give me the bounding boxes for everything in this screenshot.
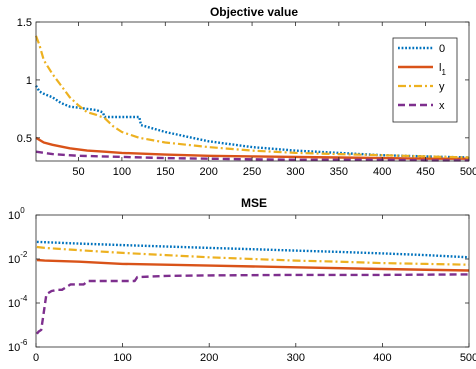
series-line-objective-0 <box>34 85 470 159</box>
objective-value-panel: Objective value 50 100 150 200 250 300 350 400 4… <box>17 5 476 178</box>
x-tick-label: 300 <box>287 352 305 364</box>
legend: 0 l1 yx <box>392 37 458 123</box>
x-tick-label: 50 <box>72 166 84 178</box>
x-tick-label: 200 <box>200 352 218 364</box>
series-line-mse-2 <box>36 245 470 266</box>
objective-plot-area: 50 100 150 200 250 300 350 400 450 500 0.5 1 1.5 <box>17 17 476 178</box>
x-tick-label: 250 <box>243 166 261 178</box>
mse-title: MSE <box>241 196 267 210</box>
y-tick-label: 1.5 <box>17 17 32 29</box>
axes-frame <box>35 21 470 162</box>
x-tick-label: 100 <box>113 352 131 364</box>
series-line-objective-3 <box>35 150 469 162</box>
y-tick-label: 0.5 <box>17 133 32 145</box>
x-tick-label: 400 <box>373 166 391 178</box>
x-tick-label: 150 <box>156 166 174 178</box>
mse-plot-area: 0 100 200 300 400 500 10-6 10-4 10-2 100 <box>8 206 476 364</box>
x-tick-label: 200 <box>199 166 217 178</box>
objective-value-title: Objective value <box>210 5 298 19</box>
x-tick-label: 0 <box>33 352 39 364</box>
x-tick-label: 500 <box>460 166 476 178</box>
legend-label: 0 <box>439 43 445 55</box>
legend-box <box>392 37 458 123</box>
y-tick-label: 10-6 <box>8 338 28 354</box>
series-line-objective-2 <box>34 35 470 159</box>
axes-frame <box>35 214 470 348</box>
x-tick-label: 350 <box>330 166 348 178</box>
legend-label: x <box>439 100 445 112</box>
y-tick-label: 10-4 <box>8 294 28 310</box>
y-tick-label: 10-2 <box>8 250 28 266</box>
y-tick-label: 1 <box>26 75 32 87</box>
x-tick-label: 400 <box>373 352 391 364</box>
legend-label: l1 <box>439 62 446 77</box>
series-line-objective-1 <box>35 136 469 160</box>
legend-label: y <box>439 81 445 93</box>
x-tick-label: 100 <box>113 166 131 178</box>
x-tick-label: 450 <box>416 166 434 178</box>
mse-panel: MSE 0 100 200 300 400 500 10-6 10-4 10-2 100 <box>8 196 476 364</box>
x-tick-label: 300 <box>286 166 304 178</box>
x-tick-label: 500 <box>460 352 476 364</box>
series-line-mse-0 <box>36 240 470 259</box>
series-line-mse-3 <box>35 273 470 335</box>
series-line-mse-1 <box>36 258 470 272</box>
y-tick-label: 100 <box>8 206 25 222</box>
